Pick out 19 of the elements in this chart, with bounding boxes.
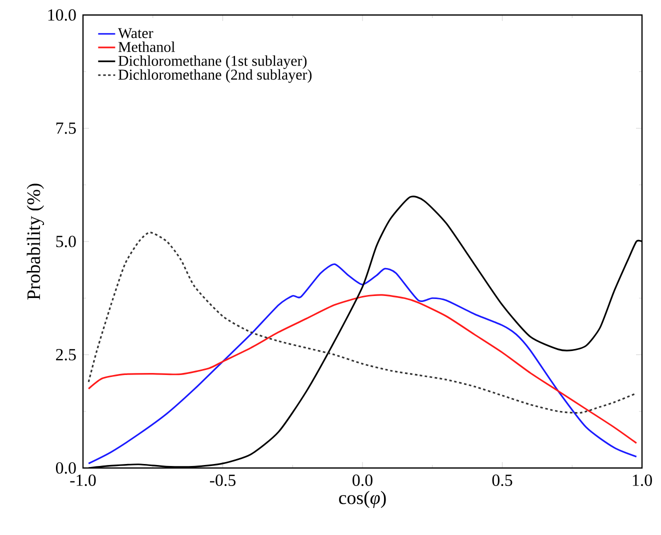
x-tick-label: 0.0 — [352, 474, 372, 486]
x-tick-label: 1.0 — [632, 474, 652, 486]
y-tick-label: 10.0 — [48, 9, 76, 21]
x-tick-label: -0.5 — [210, 474, 236, 486]
legend-label: Water — [118, 28, 154, 38]
legend-label: Dichloromethane (2nd sublayer) — [118, 69, 312, 83]
line-series — [88, 294, 638, 444]
y-tick-label: 2.5 — [56, 349, 76, 360]
y-tick-label: 0.0 — [56, 462, 76, 474]
x-tick-label: 0.5 — [492, 474, 512, 486]
legend-label: Dichloromethane (1st sublayer) — [118, 55, 307, 69]
y-tick-label: 5.0 — [56, 236, 76, 248]
x-tick-label: -1.0 — [70, 474, 96, 486]
legend-label: Methanol — [118, 42, 175, 52]
line-series — [88, 263, 638, 464]
y-tick-label: 7.5 — [56, 122, 76, 134]
line-series — [88, 232, 638, 414]
x-axis-title: cos(φ) — [339, 490, 386, 508]
y-axis-title: Probability (%) — [26, 184, 44, 300]
